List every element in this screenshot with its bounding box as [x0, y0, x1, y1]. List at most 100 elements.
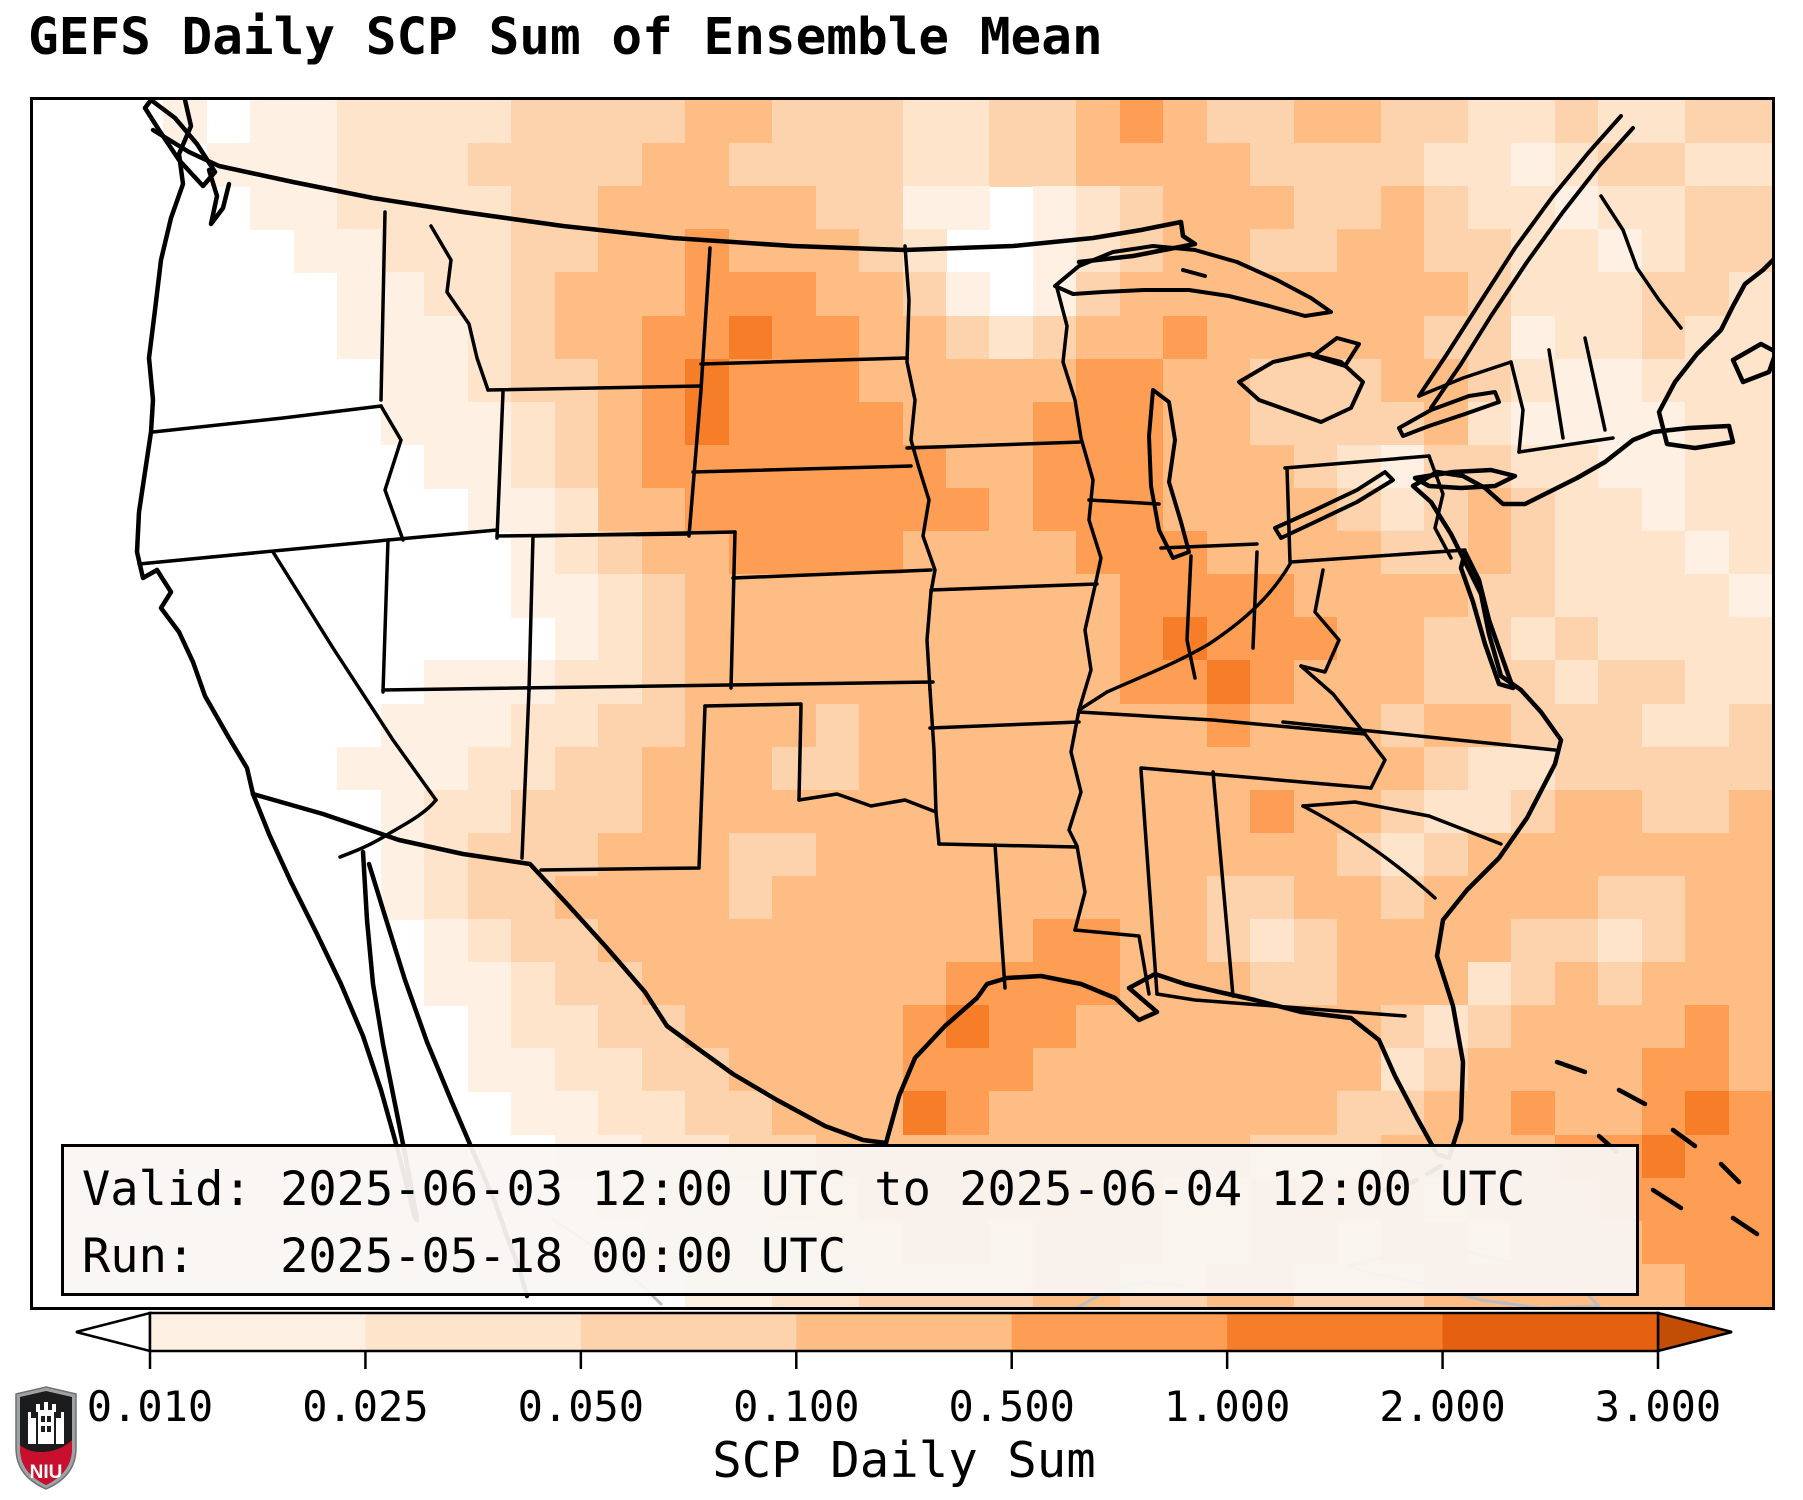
heatmap-cell — [641, 789, 686, 834]
heatmap-cell — [1337, 1048, 1382, 1093]
heatmap-cell — [1467, 1048, 1512, 1093]
heatmap-cell — [1250, 229, 1295, 274]
heatmap-cell — [1424, 919, 1469, 963]
heatmap-cell — [989, 1091, 1034, 1136]
nova-scotia-outline — [1730, 341, 1772, 385]
heatmap-cell — [1728, 1048, 1772, 1093]
heatmap-cell — [1380, 272, 1425, 317]
heatmap-cell — [1728, 962, 1772, 1006]
heatmap-cell — [554, 186, 599, 230]
heatmap-cell — [989, 962, 1034, 1006]
heatmap-cell — [1728, 789, 1772, 834]
heatmap-cell — [945, 531, 991, 575]
heatmap-cell — [641, 919, 686, 963]
heatmap-cell — [1076, 315, 1121, 360]
heatmap-cell — [1337, 875, 1382, 920]
heatmap-cell — [728, 186, 773, 230]
heatmap-cell — [945, 832, 991, 877]
heatmap-cell — [815, 272, 860, 317]
lake-erie-outline — [1273, 470, 1395, 540]
heatmap-cell — [1641, 660, 1686, 705]
heatmap-cell — [902, 143, 947, 187]
heatmap-cell — [859, 1048, 904, 1093]
heatmap-cell — [641, 487, 686, 532]
heatmap-cell — [772, 186, 817, 230]
heatmap-cell — [1076, 186, 1121, 230]
heatmap-cell — [1076, 746, 1121, 791]
heatmap-cell — [598, 703, 643, 748]
georgian-bay-outline — [1311, 336, 1361, 368]
heatmap-cell — [1641, 875, 1686, 920]
heatmap-cell — [1250, 574, 1295, 618]
heatmap-cell — [293, 100, 338, 144]
heatmap-cell — [1163, 1005, 1208, 1049]
heatmap-cell — [685, 574, 730, 618]
heatmap-cell — [815, 746, 860, 791]
heatmap-cell — [1032, 703, 1077, 748]
heatmap-cell — [598, 1005, 643, 1049]
heatmap-cell — [1641, 444, 1686, 489]
heatmap-cell — [1250, 1048, 1295, 1093]
heatmap-cell — [1250, 186, 1295, 230]
heatmap-cell — [337, 746, 382, 791]
heatmap-cell — [859, 962, 904, 1006]
heatmap-cell — [424, 272, 469, 317]
heatmap-cell — [945, 272, 991, 317]
heatmap-cell — [1076, 1048, 1121, 1093]
heatmap-cell — [859, 186, 904, 230]
heatmap-cell — [1032, 1091, 1077, 1136]
heatmap-cell — [467, 875, 512, 920]
heatmap-cell — [598, 962, 643, 1006]
heatmap-cell — [1424, 272, 1469, 317]
heatmap-cell — [1250, 660, 1295, 705]
heatmap-cell — [1511, 487, 1556, 532]
heatmap-cell — [641, 1005, 686, 1049]
heatmap-cell — [1685, 531, 1730, 575]
heatmap-cell — [641, 143, 686, 187]
heatmap-cell — [641, 617, 686, 661]
heatmap-cell — [598, 1048, 643, 1093]
heatmap-cell — [859, 919, 904, 963]
heatmap-cell — [1380, 315, 1425, 360]
heatmap-cell — [1163, 1091, 1208, 1136]
heatmap-cell — [1641, 919, 1686, 963]
heatmap-cell — [1163, 875, 1208, 920]
heatmap-cell — [1119, 617, 1164, 661]
heatmap-cell — [685, 875, 730, 920]
heatmap-cell — [598, 272, 643, 317]
heatmap-cell — [1119, 444, 1164, 489]
heatmap-cell — [511, 1048, 556, 1093]
heatmap-cell — [945, 100, 991, 144]
heatmap-cell — [815, 1091, 860, 1136]
heatmap-cell — [1076, 789, 1121, 834]
heatmap-cell — [1641, 272, 1686, 317]
heatmap-cell — [685, 1005, 730, 1049]
heatmap-cell — [1293, 531, 1338, 575]
heatmap-cell — [1337, 962, 1382, 1006]
heatmap-cell — [685, 531, 730, 575]
heatmap-cell — [1511, 746, 1556, 791]
heatmap-cell — [945, 487, 991, 532]
heatmap-cell — [1511, 962, 1556, 1006]
heatmap-cell — [1250, 789, 1295, 834]
heatmap-cell — [772, 487, 817, 532]
heatmap-cell — [1641, 1220, 1686, 1265]
heatmap-cell — [1032, 919, 1077, 963]
heatmap-cell — [1119, 1048, 1164, 1093]
heatmap-cell — [598, 186, 643, 230]
heatmap-cell — [598, 229, 643, 274]
heatmap-cell — [1685, 1048, 1730, 1093]
heatmap-cell — [902, 919, 947, 963]
heatmap-cell — [511, 919, 556, 963]
colorbar-tick-label: 2.000 — [1379, 1382, 1506, 1431]
heatmap-cell — [380, 358, 425, 403]
colorbar-segment — [150, 1313, 366, 1351]
heatmap-cell — [641, 531, 686, 575]
heatmap-cell — [1032, 444, 1077, 489]
heatmap-cell — [1467, 143, 1512, 187]
heatmap-cell — [1641, 1005, 1686, 1049]
heatmap-cell — [337, 229, 382, 274]
heatmap-cell — [1032, 315, 1077, 360]
heatmap-cell — [902, 703, 947, 748]
